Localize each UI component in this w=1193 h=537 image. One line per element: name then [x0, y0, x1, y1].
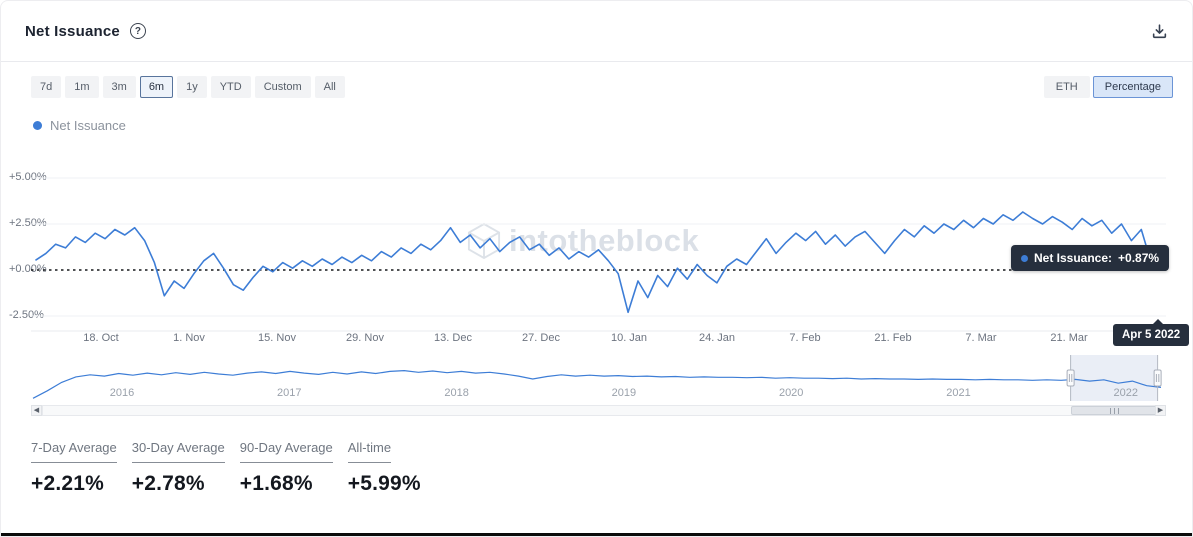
range-button-all[interactable]: All [314, 76, 345, 99]
x-axis-tick: 29. Nov [346, 332, 384, 344]
navigator-year-label: 2017 [277, 387, 302, 399]
y-axis-tick: +2.50% [9, 217, 47, 229]
x-axis-tick: 1. Nov [173, 332, 205, 344]
crosshair-date-badge: Apr 5 2022 [1113, 319, 1190, 346]
legend-label: Net Issuance [50, 118, 126, 133]
page-title: Net Issuance [25, 22, 120, 40]
main-chart[interactable] [1, 151, 1193, 341]
toolbar: 7d 1m 3m 6m 1y YTD Custom All ETH Percentage [31, 76, 1173, 99]
stat-label: 30-Day Average [131, 440, 225, 463]
caret-up-icon [1153, 319, 1163, 324]
card-header: Net Issuance ? [1, 1, 1192, 62]
x-axis-tick: 21. Mar [1050, 332, 1088, 344]
range-button-6m[interactable]: 6m [139, 76, 174, 99]
x-axis-tick: 7. Mar [965, 332, 997, 344]
navigator-year-label: 2016 [109, 387, 135, 399]
net-issuance-line [35, 211, 1162, 314]
scrollbar-right-arrow-icon[interactable]: ▶ [1155, 405, 1166, 416]
tooltip-value: +0.87% [1118, 251, 1160, 265]
stat-all-time: All-time +5.99% [347, 439, 421, 496]
bottom-border [1, 533, 1192, 536]
stat-90-day-average: 90-Day Average +1.68% [239, 439, 333, 496]
watermark: intotheblock [467, 222, 699, 260]
x-axis-tick: 10. Jan [610, 332, 648, 344]
navigator-year-label: 2020 [778, 387, 804, 399]
stat-label: 7-Day Average [31, 440, 117, 463]
stat-30-day-average: 30-Day Average +2.78% [131, 439, 225, 496]
scrollbar-grip-icon [1109, 407, 1119, 414]
stat-value: +1.68% [239, 472, 313, 495]
x-axis-tick: 15. Nov [258, 332, 296, 344]
navigator-handle-left[interactable] [1066, 355, 1075, 401]
x-axis-tick: 13. Dec [434, 332, 472, 344]
stat-value: +5.99% [347, 472, 421, 495]
range-button-1m[interactable]: 1m [65, 76, 99, 99]
range-button-3m[interactable]: 3m [102, 76, 136, 99]
stats-row: 7-Day Average +2.21% 30-Day Average +2.78% 9… [31, 439, 421, 496]
tooltip: Net Issuance: +0.87% [1011, 245, 1170, 271]
tooltip-series-label: Net Issuance: [1034, 251, 1113, 265]
navigator-year-label: 2019 [611, 387, 637, 399]
stat-value: +2.78% [131, 472, 205, 495]
stat-value: +2.21% [31, 472, 105, 495]
handle-grip [1066, 369, 1075, 387]
range-button-ytd[interactable]: YTD [210, 76, 251, 99]
scrollbar-thumb[interactable] [1070, 406, 1158, 415]
navigator-handle-right[interactable] [1153, 355, 1162, 401]
navigator-chart[interactable] [1, 353, 1193, 403]
navigator-year-label: 2021 [946, 387, 971, 399]
download-icon[interactable] [1151, 23, 1168, 40]
stat-label: 90-Day Average [239, 440, 333, 463]
unit-button-percentage[interactable]: Percentage [1092, 76, 1173, 99]
y-axis-tick: +0.00% [9, 263, 47, 275]
watermark-text: intotheblock [509, 223, 700, 258]
scrollbar-track[interactable] [42, 405, 1158, 416]
navigator-selection[interactable] [1070, 355, 1158, 401]
navigator-year-label: 2018 [444, 387, 469, 399]
range-button-custom[interactable]: Custom [254, 76, 311, 99]
scrollbar: ◀ ▶ [1, 405, 1192, 416]
x-axis-tick: 27. Dec [522, 332, 560, 344]
range-buttons: 7d 1m 3m 6m 1y YTD Custom All [31, 76, 345, 99]
range-button-7d[interactable]: 7d [31, 76, 62, 99]
stat-7-day-average: 7-Day Average +2.21% [31, 439, 117, 496]
x-axis-tick: 7. Feb [789, 332, 821, 344]
navigator-year-label: 2022 [1113, 387, 1139, 399]
legend-dot [33, 121, 42, 130]
x-axis-tick: 21. Feb [874, 332, 912, 344]
x-axis-tick: 18. Oct [83, 332, 119, 344]
scrollbar-left-arrow-icon[interactable]: ◀ [31, 405, 42, 416]
navigator-line [32, 369, 1162, 399]
unit-button-eth[interactable]: ETH [1043, 76, 1090, 99]
x-axis-tick: 24. Jan [698, 332, 736, 344]
range-button-1y[interactable]: 1y [177, 76, 207, 99]
handle-grip [1153, 369, 1162, 387]
unit-toggle: ETH Percentage [1043, 76, 1173, 99]
crosshair-date-text: Apr 5 2022 [1122, 329, 1181, 341]
stat-label: All-time [347, 440, 392, 463]
legend[interactable]: Net Issuance [33, 118, 126, 133]
tooltip-series-dot [1021, 254, 1028, 262]
y-axis-tick: +5.00% [9, 171, 47, 183]
y-axis-tick: -2.50% [9, 309, 44, 321]
help-icon[interactable]: ? [129, 23, 146, 39]
